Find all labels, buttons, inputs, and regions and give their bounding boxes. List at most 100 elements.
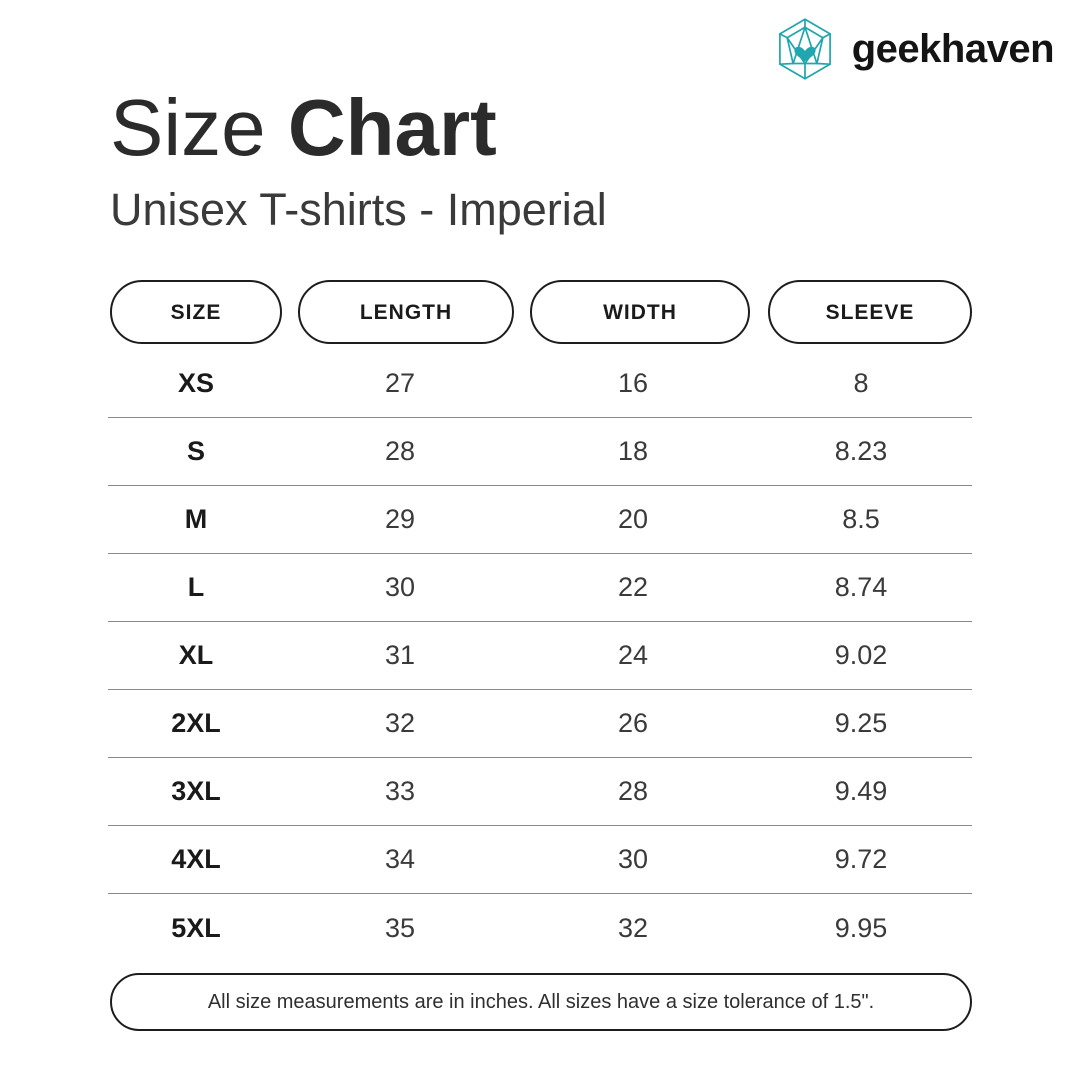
cell-width: 22 (516, 554, 750, 621)
d20-die-with-heart-icon (772, 16, 838, 82)
length-value: 31 (384, 640, 416, 670)
column-header-size: SIZE (110, 280, 282, 344)
cell-width: 16 (516, 350, 750, 417)
table-row: 4XL 34 30 9.72 (108, 826, 972, 894)
width-value: 30 (617, 844, 649, 874)
cell-sleeve: 8 (750, 350, 972, 417)
cell-length: 31 (284, 622, 516, 689)
table-row: XL 31 24 9.02 (108, 622, 972, 690)
length-value: 35 (384, 912, 416, 943)
size-label: M (184, 504, 208, 534)
cell-sleeve: 9.95 (750, 894, 972, 962)
sleeve-value: 9.02 (834, 640, 888, 670)
sleeve-value: 9.25 (834, 708, 888, 738)
size-label: XL (178, 640, 214, 670)
size-label: XS (177, 368, 215, 398)
page-title: Size Chart (110, 88, 497, 168)
cell-length: 33 (284, 758, 516, 825)
cell-sleeve: 8.23 (750, 418, 972, 485)
cell-sleeve: 8.74 (750, 554, 972, 621)
page-subtitle: Unisex T-shirts - Imperial (110, 184, 607, 235)
width-value: 18 (617, 436, 649, 466)
cell-size: 3XL (108, 758, 284, 825)
sleeve-value: 9.49 (834, 776, 888, 806)
measurement-note: All size measurements are in inches. All… (110, 973, 972, 1031)
size-table: XS 27 16 8 S 28 18 8.23 M 29 20 8.5 L 30… (108, 350, 972, 962)
width-value: 16 (617, 368, 649, 398)
table-row: 5XL 35 32 9.95 (108, 894, 972, 962)
width-value: 24 (617, 640, 649, 670)
cell-length: 32 (284, 690, 516, 757)
cell-length: 35 (284, 894, 516, 962)
cell-length: 28 (284, 418, 516, 485)
cell-sleeve: 9.72 (750, 826, 972, 893)
size-label: 4XL (171, 844, 221, 874)
cell-sleeve: 9.25 (750, 690, 972, 757)
size-label: 2XL (171, 708, 221, 738)
page-title-light: Size (110, 83, 288, 172)
column-header-width: WIDTH (530, 280, 750, 344)
table-row: S 28 18 8.23 (108, 418, 972, 486)
size-label: 5XL (171, 912, 221, 943)
cell-length: 34 (284, 826, 516, 893)
length-value: 28 (384, 436, 416, 466)
size-label: L (187, 572, 205, 602)
length-value: 33 (384, 776, 416, 806)
sleeve-value: 9.95 (834, 912, 888, 943)
sleeve-value: 8.74 (834, 572, 888, 602)
length-value: 29 (384, 504, 416, 534)
cell-size: L (108, 554, 284, 621)
cell-size: 5XL (108, 894, 284, 962)
table-row: M 29 20 8.5 (108, 486, 972, 554)
column-header-sleeve: SLEEVE (768, 280, 972, 344)
cell-size: 2XL (108, 690, 284, 757)
width-value: 32 (617, 912, 649, 943)
cell-sleeve: 8.5 (750, 486, 972, 553)
cell-size: M (108, 486, 284, 553)
sleeve-value: 9.72 (834, 844, 888, 874)
brand-logo: geekhaven (772, 16, 1055, 82)
page-title-bold: Chart (287, 83, 497, 172)
brand-wordmark: geekhaven (851, 27, 1055, 71)
cell-width: 26 (516, 690, 750, 757)
column-header-label: LENGTH (359, 300, 453, 324)
column-header-label: WIDTH (603, 300, 677, 324)
cell-size: XL (108, 622, 284, 689)
measurement-note-text: All size measurements are in inches. All… (207, 991, 875, 1013)
cell-width: 32 (516, 894, 750, 962)
table-row: 3XL 33 28 9.49 (108, 758, 972, 826)
table-header-row: SIZE LENGTH WIDTH SLEEVE (108, 280, 972, 344)
cell-length: 30 (284, 554, 516, 621)
width-value: 22 (617, 572, 649, 602)
size-label: S (186, 436, 205, 466)
column-header-length: LENGTH (298, 280, 514, 344)
cell-sleeve: 9.02 (750, 622, 972, 689)
cell-width: 20 (516, 486, 750, 553)
sleeve-value: 8 (853, 368, 869, 398)
cell-width: 18 (516, 418, 750, 485)
cell-size: S (108, 418, 284, 485)
cell-size: 4XL (108, 826, 284, 893)
size-label: 3XL (171, 776, 221, 806)
length-value: 32 (384, 708, 416, 738)
length-value: 34 (384, 844, 416, 874)
cell-sleeve: 9.49 (750, 758, 972, 825)
sleeve-value: 8.23 (834, 436, 888, 466)
width-value: 28 (617, 776, 649, 806)
cell-size: XS (108, 350, 284, 417)
length-value: 27 (384, 368, 416, 398)
cell-width: 24 (516, 622, 750, 689)
table-row: 2XL 32 26 9.25 (108, 690, 972, 758)
table-row: L 30 22 8.74 (108, 554, 972, 622)
column-header-label: SIZE (170, 300, 222, 324)
column-header-label: SLEEVE (825, 300, 915, 324)
width-value: 20 (617, 504, 649, 534)
length-value: 30 (384, 572, 416, 602)
table-row: XS 27 16 8 (108, 350, 972, 418)
cell-width: 30 (516, 826, 750, 893)
sleeve-value: 8.5 (842, 504, 880, 534)
cell-length: 27 (284, 350, 516, 417)
cell-length: 29 (284, 486, 516, 553)
width-value: 26 (617, 708, 649, 738)
